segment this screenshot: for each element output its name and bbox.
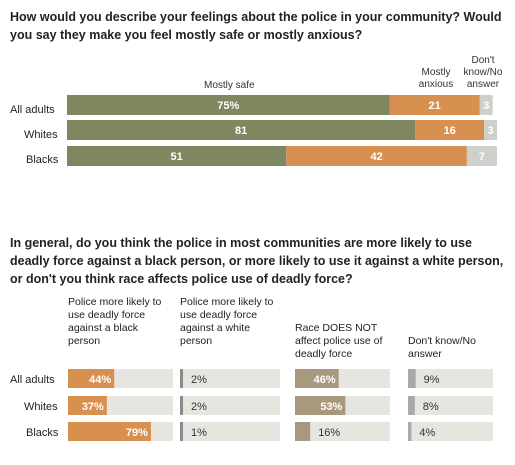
panel-bar [408, 396, 415, 415]
stacked-bar-segment [389, 95, 480, 115]
panel-track [408, 369, 493, 388]
panel-bar [295, 396, 346, 415]
data-label: 3 [483, 100, 489, 112]
data-label: 2% [191, 374, 207, 386]
header-mostly-anxious: Mostly anxious [418, 67, 454, 90]
panel-bar [68, 369, 115, 388]
data-label: 44% [89, 374, 111, 386]
chart2-row-label: All adults [10, 374, 55, 386]
panel-bar [180, 396, 183, 415]
data-label: 3 [487, 125, 493, 137]
panel-track [180, 369, 280, 388]
data-label: 9% [424, 374, 440, 386]
stacked-bar-segment [286, 146, 467, 166]
panel-bar [180, 369, 183, 388]
header-dont-know: Don't know/No answer [463, 55, 503, 90]
chart2-header-race: Race DOES NOT affect police use of deadl… [295, 322, 383, 360]
header-mostly-safe: Mostly safe [204, 80, 255, 91]
chart2-header-black: Police more likely to use deadly force a… [68, 296, 162, 347]
chart1-row-label: Blacks [26, 154, 59, 166]
chart2-header-white: Police more likely to use deadly force a… [180, 296, 274, 347]
data-label: 37% [82, 401, 104, 413]
chart1-row-label: Whites [24, 129, 58, 141]
stacked-bar-segment [67, 146, 287, 166]
chart2-title: In general, do you think the police in m… [10, 236, 504, 286]
stacked-bar-segment [67, 120, 416, 140]
panel-bar [408, 369, 416, 388]
data-label: 46% [314, 374, 336, 386]
data-label: 51 [171, 151, 183, 163]
panel-bar [295, 369, 339, 388]
chart1-title: How would you describe your feelings abo… [10, 10, 502, 42]
data-label: 53% [320, 401, 342, 413]
panel-track [180, 396, 280, 415]
data-label: 81 [235, 125, 247, 137]
panel-track [295, 422, 390, 441]
data-label: 16% [318, 427, 340, 439]
stacked-bar-segment [466, 146, 497, 166]
data-label: 21 [429, 100, 441, 112]
stacked-bar-segment [479, 95, 493, 115]
data-label: 16 [444, 125, 456, 137]
chart2-row-label: Blacks [26, 427, 59, 439]
panel-track [408, 396, 493, 415]
data-label: 1% [191, 427, 207, 439]
chart2-row-label: Whites [24, 401, 58, 413]
chart1-row-label: All adults [10, 104, 55, 116]
panel-bar [68, 422, 151, 441]
stacked-bar-segment [415, 120, 485, 140]
data-label: 4% [419, 427, 435, 439]
data-label: 42 [370, 151, 382, 163]
stacked-bar-segment [67, 95, 390, 115]
panel-track [408, 422, 493, 441]
panel-bar [68, 396, 107, 415]
data-label: 79% [126, 427, 148, 439]
panel-bar [408, 422, 412, 441]
data-label: 75% [217, 100, 239, 112]
data-label: 2% [191, 401, 207, 413]
chart2-header-dk: Don't know/No answer [408, 335, 476, 360]
panel-track [180, 422, 280, 441]
stacked-bar-segment [484, 120, 497, 140]
panel-bar [180, 422, 183, 441]
data-label: 7 [479, 151, 485, 163]
panel-bar [295, 422, 311, 441]
data-label: 8% [423, 401, 439, 413]
